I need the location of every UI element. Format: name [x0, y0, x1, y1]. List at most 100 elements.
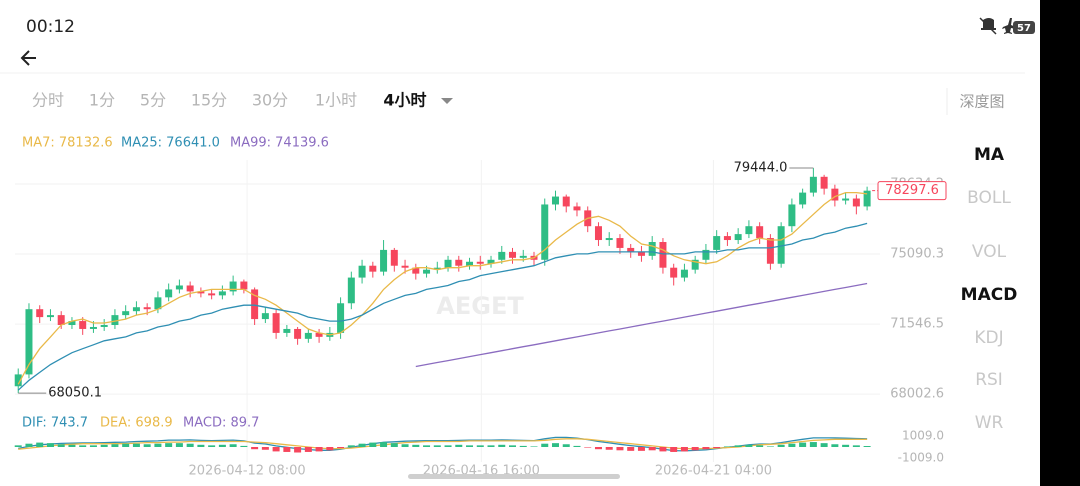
- candle-body: [208, 293, 216, 296]
- macd-bar: [455, 444, 463, 447]
- indicator-button[interactable]: MACD: [961, 285, 1018, 305]
- macd-bar: [670, 447, 678, 452]
- candle-body: [594, 226, 602, 241]
- status-icons: [979, 17, 1035, 35]
- macd-bar: [863, 446, 871, 447]
- macd-bar: [530, 446, 538, 447]
- battery-level: 57: [1017, 23, 1031, 34]
- macd-bar: [111, 444, 119, 447]
- macd-bar: [154, 443, 162, 447]
- macd-bar: [648, 447, 656, 451]
- indicator-button[interactable]: VOL: [972, 242, 1007, 262]
- candle-body: [68, 321, 76, 326]
- candle-body: [175, 285, 183, 290]
- back-button[interactable]: [20, 50, 36, 66]
- candle-body: [412, 267, 420, 274]
- timeframe-tab[interactable]: 30分: [252, 91, 288, 110]
- candle-body: [777, 226, 785, 264]
- y-tick-label: 68002.6: [890, 387, 944, 402]
- indicator-line: [415, 282, 868, 368]
- macd-bar: [390, 443, 398, 447]
- last-price-box: [877, 181, 947, 201]
- candle-body: [734, 234, 742, 241]
- candle-body: [347, 277, 355, 304]
- candle-body: [358, 265, 366, 278]
- depth-button[interactable]: 深度图: [959, 93, 1004, 111]
- macd-bar: [89, 445, 97, 447]
- macd-bar: [519, 445, 527, 447]
- candle-body: [304, 332, 312, 339]
- candle-body: [745, 226, 753, 235]
- macd-bar: [766, 446, 774, 447]
- macd-bar: [240, 445, 248, 447]
- macd-bar: [423, 445, 431, 447]
- candle-body: [842, 198, 850, 201]
- home-indicator: [408, 474, 620, 479]
- macd-bar: [820, 443, 828, 447]
- macd-bar: [401, 444, 409, 447]
- candle-body: [509, 251, 517, 258]
- timeframe-tab[interactable]: 5分: [140, 91, 166, 110]
- candle-body: [680, 269, 688, 278]
- macd-bar: [551, 443, 559, 447]
- candle-body: [605, 238, 613, 241]
- candle-body: [852, 198, 860, 207]
- macd-bar: [734, 445, 742, 447]
- candle-body: [444, 259, 452, 268]
- timeframe-tab[interactable]: 1小时: [315, 91, 357, 110]
- macd-bar: [100, 444, 108, 447]
- candle-body: [756, 226, 764, 239]
- candle-body: [616, 238, 624, 248]
- timeframe-tab[interactable]: 4小时: [383, 91, 426, 110]
- candle-body: [315, 332, 323, 337]
- candle-body: [573, 206, 581, 211]
- candle-body: [272, 313, 280, 333]
- macd-bar: [756, 445, 764, 447]
- macd-bar: [25, 443, 33, 447]
- y-tick-label: 1009.0: [902, 428, 944, 442]
- indicator-button[interactable]: WR: [975, 413, 1004, 433]
- macd-bar: [788, 443, 796, 447]
- candle-body: [337, 303, 345, 333]
- indicator-button[interactable]: BOLL: [967, 188, 1011, 208]
- candle-body: [476, 261, 484, 264]
- legend-entry: MA25: 76641.0: [121, 136, 220, 151]
- candle-body: [670, 267, 678, 278]
- timeframe-tab[interactable]: 15分: [191, 91, 227, 110]
- macd-bar: [627, 447, 635, 451]
- macd-bar: [831, 444, 839, 447]
- indicator-button[interactable]: RSI: [975, 370, 1003, 390]
- candle-body: [691, 259, 699, 270]
- macd-bar: [498, 444, 506, 447]
- candle-body: [46, 315, 54, 318]
- macd-bar: [57, 444, 65, 447]
- macd-bar: [616, 447, 624, 451]
- macd-bar: [680, 447, 688, 452]
- macd-bar: [777, 444, 785, 447]
- candle-body: [36, 309, 44, 318]
- timeframe-tab[interactable]: 分时: [32, 91, 64, 110]
- watermark: AEGET: [436, 292, 524, 320]
- macd-bar: [487, 445, 495, 447]
- candle-body: [218, 291, 226, 296]
- indicator-button[interactable]: MA: [974, 145, 1005, 165]
- macd-bar: [852, 445, 860, 447]
- candle-body: [122, 311, 130, 316]
- macd-bar: [809, 442, 817, 447]
- indicator-button[interactable]: KDJ: [974, 328, 1003, 348]
- macd-bar: [315, 447, 323, 452]
- macd-bar: [659, 447, 667, 452]
- candle-body: [809, 176, 817, 193]
- candle-body: [466, 261, 474, 266]
- candle-body: [261, 313, 269, 320]
- legend-entry: MA99: 74139.6: [230, 136, 329, 151]
- macd-bar: [412, 444, 420, 447]
- tab-dropdown[interactable]: [441, 98, 453, 104]
- candle-body: [100, 325, 108, 327]
- macd-bar: [637, 447, 645, 451]
- candle-body: [713, 236, 721, 250]
- candle-body: [820, 176, 828, 189]
- timeframe-tab[interactable]: 1分: [89, 91, 115, 110]
- candle-body: [541, 204, 549, 260]
